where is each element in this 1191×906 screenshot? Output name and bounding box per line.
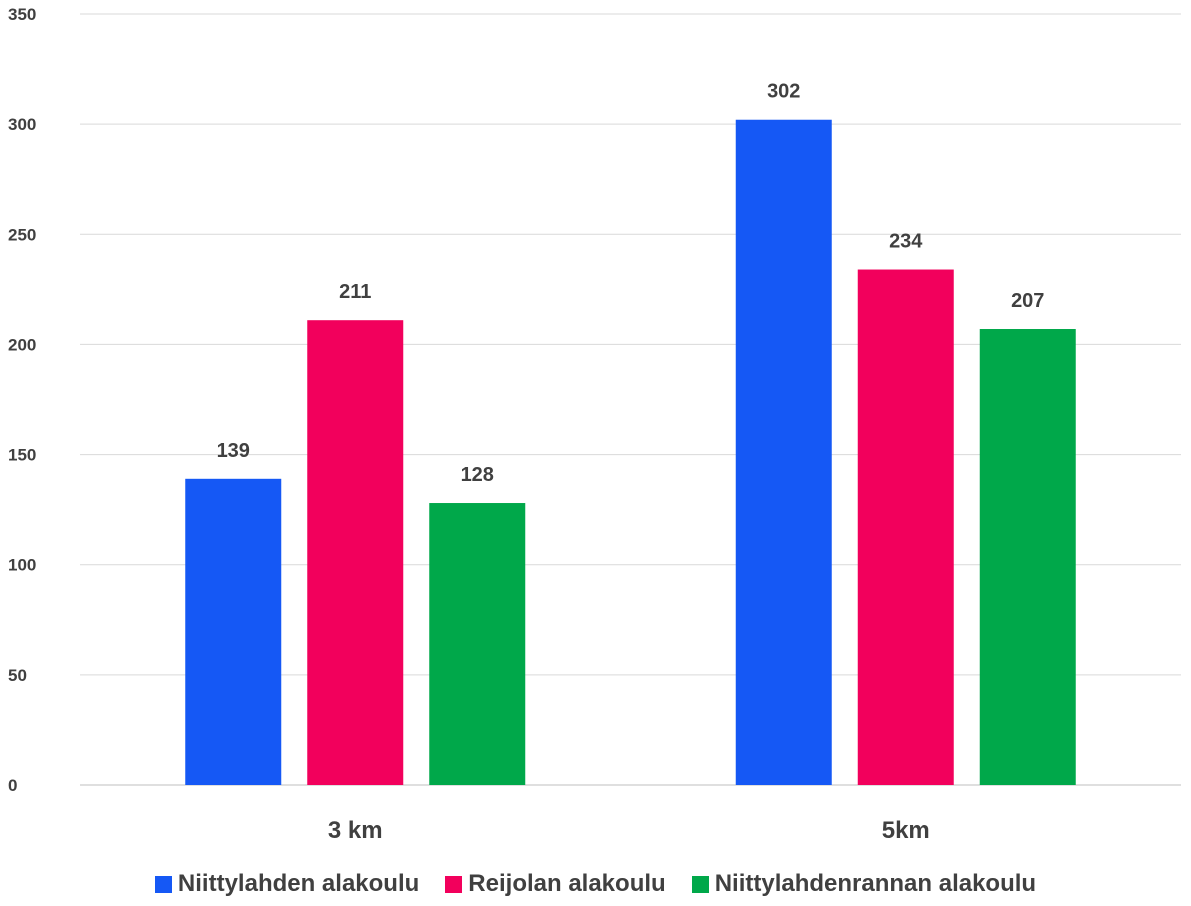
y-tick-label: 50 — [8, 666, 27, 685]
legend: Niittylahden alakoulu Reijolan alakoulu Ni… — [0, 872, 1191, 896]
y-tick-label: 200 — [8, 335, 36, 354]
legend-swatch — [154, 875, 172, 893]
data-label: 234 — [889, 231, 923, 253]
bar-chart: 0 50 100 150 200 250 300 350 139 211 128 302 234 207… — [8, 5, 1181, 844]
data-label: 128 — [461, 464, 494, 486]
y-tick-label: 350 — [8, 5, 36, 24]
legend-item: Reijolan alakoulu — [445, 870, 666, 897]
data-label: 207 — [1011, 290, 1044, 312]
bar — [185, 478, 282, 785]
legend-label: Reijolan alakoulu — [468, 870, 666, 897]
data-label: 139 — [217, 440, 250, 462]
x-axis-labels: 3 km 5km — [328, 817, 930, 844]
legend-swatch — [691, 875, 709, 893]
data-label: 211 — [339, 281, 371, 303]
legend-item: Niittylahdenrannan alakoulu — [691, 870, 1037, 897]
y-tick-label: 0 — [8, 776, 17, 795]
bar — [735, 119, 832, 786]
legend-swatch — [445, 875, 463, 893]
y-axis-labels: 0 50 100 150 200 250 300 350 — [8, 5, 36, 795]
y-tick-label: 100 — [8, 556, 36, 575]
data-label: 302 — [767, 81, 800, 103]
legend-label: Niittylahden alakoulu — [177, 870, 420, 897]
data-labels: 139 211 128 302 234 207 — [217, 81, 1045, 486]
bar — [979, 329, 1076, 785]
x-category-label: 5km — [882, 817, 930, 844]
bar — [307, 320, 404, 785]
bar — [429, 503, 526, 785]
bar — [857, 269, 954, 785]
y-tick-label: 150 — [8, 446, 36, 465]
y-tick-label: 250 — [8, 225, 36, 244]
bars — [185, 119, 1076, 786]
legend-item: Niittylahden alakoulu — [154, 870, 420, 897]
x-category-label: 3 km — [328, 817, 383, 844]
legend-label: Niittylahdenrannan alakoulu — [714, 870, 1037, 897]
y-tick-label: 300 — [8, 115, 36, 134]
